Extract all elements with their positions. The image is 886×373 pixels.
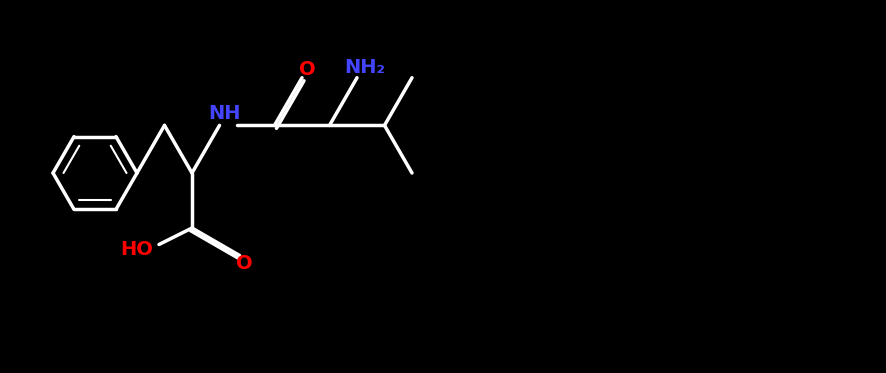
Text: O: O [237, 254, 253, 273]
Text: O: O [299, 60, 315, 79]
Text: NH₂: NH₂ [345, 58, 385, 77]
Text: HO: HO [120, 240, 153, 259]
Text: NH: NH [208, 104, 241, 123]
